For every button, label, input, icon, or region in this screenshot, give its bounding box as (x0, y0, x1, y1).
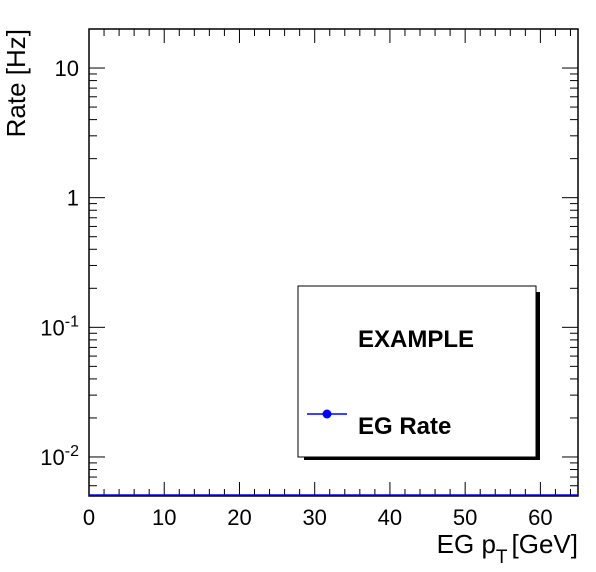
legend-header: EXAMPLE (358, 326, 474, 353)
legend-marker-dot (322, 409, 332, 419)
x-axis-ticks (88, 29, 571, 496)
y-axis-ticks (89, 28, 578, 497)
y-tick-label: 10 (55, 56, 79, 81)
x-axis-title-subscript: T (496, 547, 508, 568)
y-axis-title: Rate [Hz] (1, 29, 31, 137)
y-tick-label: 10-1 (40, 313, 79, 340)
x-tick-label: 50 (453, 505, 477, 530)
y-tick-label-base: 1 (67, 186, 79, 211)
y-tick-label-exponent: -1 (65, 313, 79, 330)
y-tick-label-exponent: -2 (65, 443, 79, 460)
plot-frame (88, 28, 579, 497)
y-tick-label: 10-2 (40, 443, 79, 470)
x-tick-label: 0 (83, 505, 95, 530)
y-tick-label: 1 (67, 186, 79, 211)
y-tick-label-base: 10 (55, 56, 79, 81)
x-axis-title-main: EG p (437, 529, 496, 559)
x-tick-label: 20 (227, 505, 251, 530)
x-tick-label: 30 (302, 505, 326, 530)
x-tick-label: 10 (152, 505, 176, 530)
x-tick-label: 40 (378, 505, 402, 530)
legend-entry-label: EG Rate (358, 413, 451, 440)
y-tick-label-base: 10 (40, 315, 64, 340)
legend: EXAMPLE EG Rate (297, 285, 540, 460)
x-tick-label: 60 (528, 505, 552, 530)
x-axis-tick-labels: 0 10 20 30 40 50 60 (83, 505, 553, 530)
x-axis-title-unit: [GeV] (512, 529, 578, 559)
legend-box (297, 285, 537, 458)
y-tick-label-base: 10 (40, 445, 64, 470)
x-axis-title: EG pT [GeV] (437, 529, 578, 568)
